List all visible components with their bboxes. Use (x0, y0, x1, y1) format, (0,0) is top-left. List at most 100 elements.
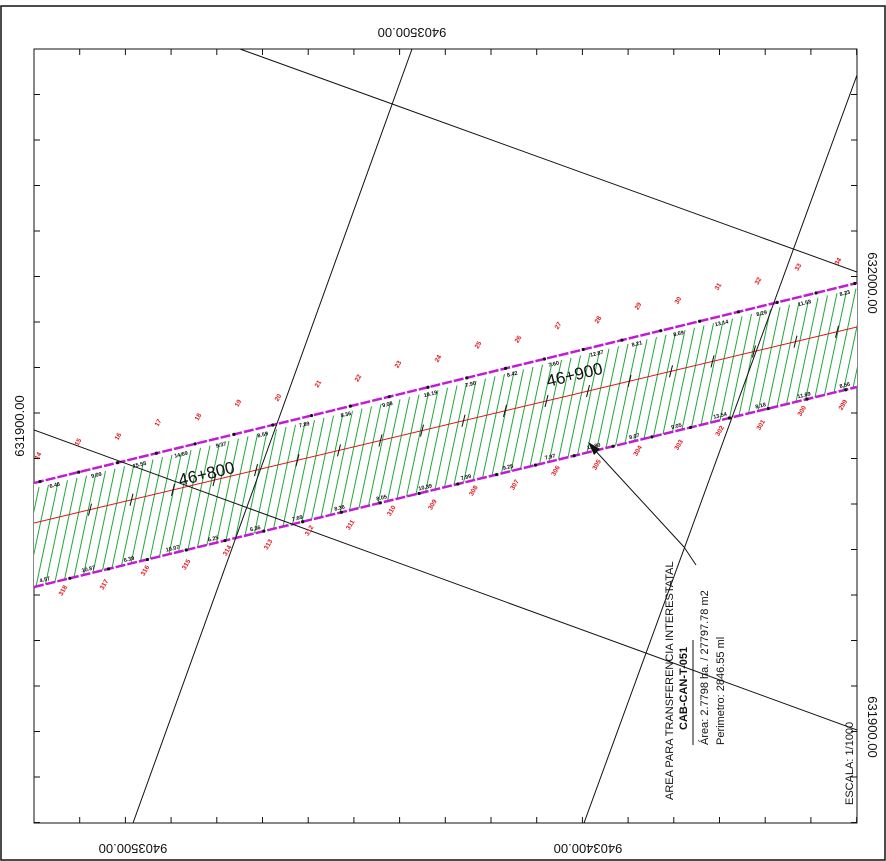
lot-number-bottom: 313 (263, 538, 275, 551)
hatch-line (225, 436, 249, 541)
hatch-line (273, 424, 296, 529)
lot-number-top: 25 (474, 340, 484, 350)
hatch-line (178, 447, 201, 552)
lot-number-bottom: 299 (838, 398, 850, 411)
distance-label-bottom: 9.25 (502, 464, 514, 472)
vertex-point (727, 416, 732, 420)
station-tick (88, 503, 92, 516)
vertex-point (116, 461, 120, 465)
lot-number-bottom: 300 (797, 404, 809, 417)
hatch-line (34, 484, 49, 556)
hatch-line (681, 325, 705, 430)
station-tick (171, 483, 175, 497)
lot-number-bottom: 310 (386, 504, 398, 517)
hatch-line (833, 288, 857, 393)
lot-number-top: 24 (434, 354, 444, 364)
hatch-line (567, 353, 591, 458)
vertex-point (193, 442, 197, 446)
hatch-line (776, 302, 800, 407)
station-tick (212, 473, 217, 487)
distance-label-bottom: 10.39 (418, 483, 433, 492)
hatch-line (358, 403, 382, 509)
lot-number-top: 30 (674, 295, 684, 305)
corridor-centerline (34, 326, 857, 524)
lot-number-bottom: 303 (673, 438, 685, 451)
hatch-line (349, 406, 372, 511)
lot-number-bottom: 316 (140, 564, 152, 577)
hatch-line (558, 355, 581, 460)
station-tick (337, 444, 341, 457)
lot-number-top: 33 (794, 262, 804, 272)
area-leader-line (683, 546, 697, 566)
hatch-line (396, 394, 420, 499)
vertex-point (339, 510, 343, 514)
hatch-line (292, 420, 315, 525)
hatch-line (444, 383, 467, 488)
hatch-line (45, 480, 68, 585)
vertex-point (844, 388, 848, 392)
hatch-line (824, 290, 847, 396)
vertex-point (572, 454, 576, 458)
distance-label-bottom: 13.54 (713, 411, 729, 420)
vertex-point (650, 435, 654, 439)
vertex-point (154, 451, 158, 455)
lot-number-bottom: 308 (468, 484, 480, 497)
lot-number-bottom: 312 (304, 524, 316, 537)
distance-label-bottom: 8.36 (334, 504, 346, 512)
hatch-line (244, 431, 268, 536)
hatch-line (634, 336, 657, 442)
hatch-line (168, 450, 192, 555)
distance-label-top: 9.37 (215, 441, 227, 449)
station-tick (378, 434, 383, 447)
hatch-line (700, 320, 724, 426)
hatch-line (662, 330, 686, 435)
hatch-line (83, 470, 106, 576)
hatch-line (710, 318, 733, 423)
distance-label-top: 9.08 (382, 401, 394, 409)
vertex-point (736, 310, 741, 314)
corridor-bottom-boundary (34, 385, 857, 589)
hatch-line (805, 295, 828, 400)
corridor-top-boundary (34, 281, 857, 485)
station-tick (503, 404, 507, 417)
hatch-line (596, 346, 619, 451)
distance-label-bottom: 9.07 (629, 433, 641, 441)
hatch-line (64, 475, 87, 580)
vertex-point (495, 472, 499, 477)
distance-label-top: 8.59 (257, 431, 269, 439)
lot-number-bottom: 305 (591, 458, 603, 471)
distance-label-top: 6.46 (49, 482, 61, 490)
hatch-line (643, 334, 667, 439)
lot-labels: 14 15 16 17 18 19 20 21 22 23 24 25 26 27 28 29 30 31 32 33… (34, 257, 850, 598)
lot-number-top: 27 (554, 321, 564, 331)
distance-label-top: 9.09 (91, 472, 103, 480)
distance-label-bottom: 7.99 (460, 474, 472, 482)
corridor-hatching (0, 288, 857, 596)
hatch-line (73, 473, 97, 578)
grid-line-631900 (34, 429, 857, 731)
hatch-line (577, 350, 600, 456)
vertex-point (348, 404, 352, 408)
lot-number-top: 18 (194, 412, 204, 422)
distance-label-bottom: 10.87 (81, 565, 96, 574)
hatch-line (510, 366, 534, 472)
hatch-line (672, 327, 695, 432)
lot-number-bottom: 301 (756, 418, 768, 431)
hatch-line (605, 343, 629, 449)
station-tick (544, 394, 549, 408)
hatch-line (0, 492, 20, 596)
hatch-line (111, 463, 135, 569)
lot-number-top: 15 (74, 437, 84, 447)
vertex-point (223, 538, 227, 543)
hatch-line (520, 364, 543, 469)
hatch-line (197, 443, 220, 548)
hatch-line (187, 445, 211, 550)
distance-label-top: 7.60 (548, 360, 560, 368)
hatch-line (795, 297, 819, 402)
station-tick (586, 384, 590, 398)
hatch-line (453, 380, 477, 486)
lot-number-top: 26 (514, 334, 524, 344)
hatch-line (8, 489, 30, 593)
distance-label-top: 8.29 (756, 310, 768, 318)
vertex-point (698, 319, 702, 323)
